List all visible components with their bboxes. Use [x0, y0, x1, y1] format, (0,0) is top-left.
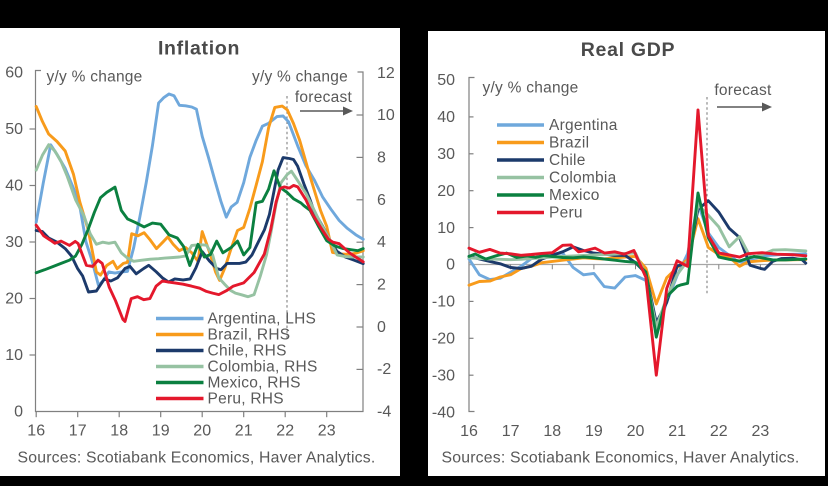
- svg-text:18: 18: [543, 423, 561, 440]
- svg-text:y/y % change: y/y % change: [483, 80, 579, 97]
- svg-text:Peru, RHS: Peru, RHS: [208, 390, 284, 407]
- svg-text:Peru: Peru: [549, 204, 583, 221]
- svg-text:-10: -10: [432, 294, 455, 311]
- svg-text:-20: -20: [432, 331, 455, 348]
- svg-text:19: 19: [585, 423, 603, 440]
- svg-text:40: 40: [437, 109, 455, 126]
- svg-text:0: 0: [446, 257, 455, 274]
- svg-text:40: 40: [5, 178, 23, 195]
- svg-text:60: 60: [5, 65, 23, 82]
- svg-text:16: 16: [460, 423, 478, 440]
- svg-text:20: 20: [193, 423, 211, 440]
- svg-text:-2: -2: [377, 361, 391, 378]
- svg-text:4: 4: [377, 234, 386, 251]
- svg-text:20: 20: [627, 423, 645, 440]
- svg-text:10: 10: [377, 107, 395, 124]
- svg-text:2: 2: [377, 277, 386, 294]
- svg-text:Inflation: Inflation: [158, 38, 240, 60]
- svg-text:Brazil: Brazil: [549, 134, 589, 151]
- svg-text:Colombia: Colombia: [549, 169, 617, 186]
- svg-text:20: 20: [5, 291, 23, 308]
- svg-text:16: 16: [27, 423, 45, 440]
- svg-text:21: 21: [235, 423, 253, 440]
- svg-text:10: 10: [437, 220, 455, 237]
- svg-text:30: 30: [437, 146, 455, 163]
- svg-text:23: 23: [318, 423, 336, 440]
- svg-text:22: 22: [276, 423, 294, 440]
- svg-text:50: 50: [437, 72, 455, 89]
- svg-text:30: 30: [5, 234, 23, 251]
- svg-text:12: 12: [377, 65, 395, 82]
- svg-text:Mexico, RHS: Mexico, RHS: [208, 374, 301, 391]
- svg-text:y/y % change: y/y % change: [47, 69, 143, 86]
- svg-text:Real GDP: Real GDP: [581, 39, 675, 61]
- svg-text:50: 50: [5, 121, 23, 138]
- svg-text:18: 18: [110, 423, 128, 440]
- svg-text:23: 23: [752, 423, 770, 440]
- svg-text:0: 0: [377, 319, 386, 336]
- svg-text:-40: -40: [432, 404, 455, 421]
- svg-text:Argentina, LHS: Argentina, LHS: [208, 310, 317, 327]
- svg-text:Sources: Scotiabank Economics,: Sources: Scotiabank Economics, Haver Ana…: [442, 450, 800, 467]
- svg-text:8: 8: [377, 150, 386, 167]
- svg-text:6: 6: [377, 192, 386, 209]
- svg-text:y/y % change: y/y % change: [252, 69, 348, 86]
- svg-text:10: 10: [5, 347, 23, 364]
- svg-text:19: 19: [152, 423, 170, 440]
- svg-text:Mexico: Mexico: [549, 187, 600, 204]
- svg-text:Chile: Chile: [549, 152, 586, 169]
- svg-text:17: 17: [502, 423, 520, 440]
- svg-text:forecast: forecast: [295, 89, 353, 106]
- svg-text:20: 20: [437, 183, 455, 200]
- svg-text:Brazil, RHS: Brazil, RHS: [208, 326, 291, 343]
- svg-text:Argentina: Argentina: [549, 117, 618, 134]
- svg-text:Colombia, RHS: Colombia, RHS: [208, 358, 318, 375]
- svg-text:Sources: Scotiabank Economics,: Sources: Scotiabank Economics, Haver Ana…: [18, 450, 376, 467]
- svg-text:Chile, RHS: Chile, RHS: [208, 342, 287, 359]
- svg-text:-30: -30: [432, 367, 455, 384]
- svg-text:22: 22: [710, 423, 728, 440]
- svg-text:-4: -4: [377, 404, 391, 421]
- svg-text:17: 17: [69, 423, 87, 440]
- svg-text:0: 0: [14, 404, 23, 421]
- svg-text:21: 21: [668, 423, 686, 440]
- svg-text:forecast: forecast: [714, 82, 772, 99]
